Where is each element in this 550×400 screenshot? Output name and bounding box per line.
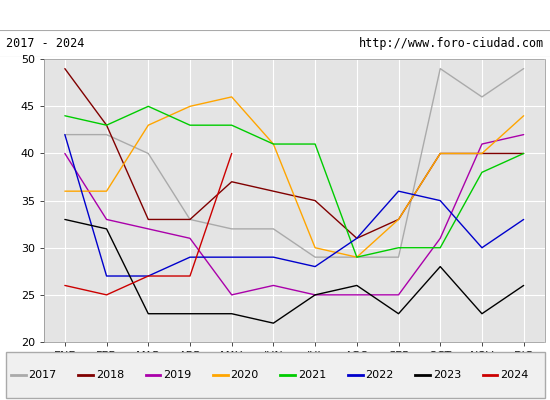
Text: 2017: 2017 (29, 370, 57, 380)
Text: 2019: 2019 (163, 370, 191, 380)
Text: 2024: 2024 (500, 370, 529, 380)
Text: 2017 - 2024: 2017 - 2024 (6, 37, 84, 50)
Text: 2020: 2020 (230, 370, 259, 380)
Text: 2018: 2018 (96, 370, 124, 380)
Text: 2022: 2022 (365, 370, 394, 380)
Text: 2023: 2023 (433, 370, 461, 380)
Text: http://www.foro-ciudad.com: http://www.foro-ciudad.com (359, 37, 544, 50)
Text: Evolucion del paro registrado en L'Armentera: Evolucion del paro registrado en L'Armen… (101, 8, 449, 22)
FancyBboxPatch shape (6, 352, 544, 398)
Text: 2021: 2021 (298, 370, 326, 380)
